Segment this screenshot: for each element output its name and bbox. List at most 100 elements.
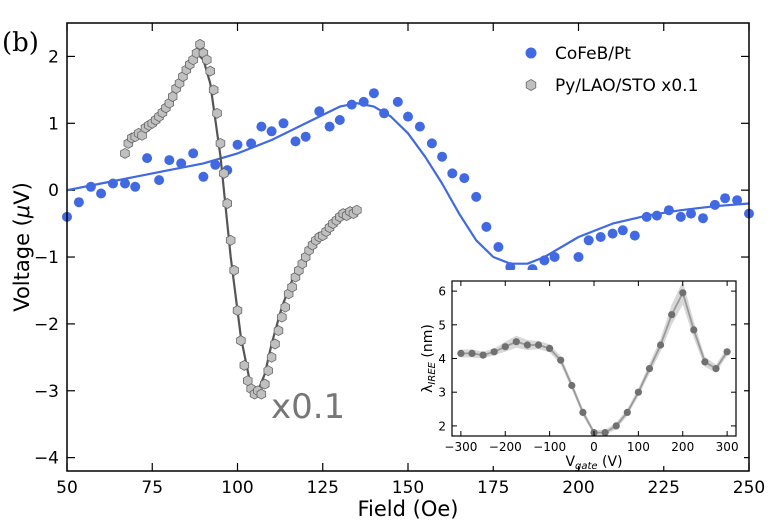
inset-point <box>457 349 465 357</box>
cofeb-pt-point <box>595 232 606 242</box>
cofeb-pt-point <box>198 171 209 182</box>
cofeb-pt-point <box>290 136 301 147</box>
cofeb-pt-point <box>120 178 130 189</box>
py-lao-sto-point <box>256 388 267 400</box>
inset-point <box>657 341 665 349</box>
main-y-tick-label: 2 <box>48 47 59 67</box>
inset-point <box>568 381 576 390</box>
cofeb-pt-point <box>629 230 640 241</box>
cofeb-pt-point <box>709 199 720 210</box>
py-lao-sto-point <box>195 38 205 50</box>
cofeb-pt-point <box>481 221 492 232</box>
main-y-tick-label: 1 <box>48 114 59 134</box>
py-lao-sto-point <box>263 365 273 377</box>
main-x-tick-label: 75 <box>141 478 163 498</box>
inset-point <box>490 348 498 356</box>
inset-point <box>501 343 509 351</box>
inset-point <box>601 429 609 437</box>
legend-py-marker <box>525 79 537 91</box>
cofeb-pt-point <box>663 205 674 216</box>
cofeb-pt-point <box>675 211 686 222</box>
cofeb-pt-point <box>278 118 289 129</box>
py-lao-sto-point <box>202 54 212 66</box>
cofeb-pt-point <box>176 158 187 169</box>
inset-y-label-part: λ <box>420 385 436 393</box>
y-label-part: Voltage ( <box>10 218 34 312</box>
cofeb-pt-point <box>607 228 618 239</box>
cofeb-pt-point <box>493 242 504 252</box>
cofeb-pt-point <box>314 106 325 117</box>
scale-annotation: x0.1 <box>271 387 345 427</box>
py-lao-sto-point <box>266 351 277 363</box>
cofeb-pt-point <box>459 173 470 184</box>
inset-x-tick-label: 100 <box>627 440 650 454</box>
cofeb-pt-point <box>573 252 584 262</box>
cofeb-pt-point <box>437 151 448 162</box>
inset-background <box>414 270 744 466</box>
cofeb-pt-point <box>324 121 335 132</box>
cofeb-pt-point <box>334 115 345 125</box>
py-lao-sto-point <box>236 335 246 347</box>
main-x-tick-label: 175 <box>477 478 509 498</box>
main-frame <box>66 22 750 472</box>
cofeb-pt-point <box>108 178 118 189</box>
main-y-tick-label: −1 <box>34 248 59 268</box>
cofeb-pt-point <box>246 138 257 149</box>
cofeb-pt-point <box>346 99 357 110</box>
cofeb-pt-point <box>732 195 743 206</box>
cofeb-pt-point <box>256 121 267 132</box>
cofeb-pt-point <box>505 262 516 273</box>
cofeb-pt-point <box>210 159 221 170</box>
legend-cofeb-marker <box>525 47 537 59</box>
main-y-tick-label: −4 <box>34 449 59 469</box>
py-lao-sto-point <box>229 264 239 276</box>
cofeb-pt-point <box>300 131 311 142</box>
inset-point <box>690 326 698 334</box>
cofeb-pt-point <box>130 181 141 192</box>
inset-x-tick-label: −300 <box>444 440 477 454</box>
py-lao-sto-point <box>215 137 226 149</box>
legend-cofeb-label: CoFeB/Pt <box>555 44 631 64</box>
cofeb-pt-point <box>232 139 243 150</box>
py-lao-sto-point <box>222 198 233 209</box>
main-x-axis-label: Field (Oe) <box>358 497 459 521</box>
inset-point <box>479 351 487 359</box>
inset-x-axis-label: Vgate (V) <box>565 454 622 472</box>
main-x-tick-label: 125 <box>307 478 339 498</box>
cofeb-pt-point <box>403 111 413 122</box>
inset-y-tick-label: 2 <box>438 419 446 433</box>
cofeb-pt-point <box>447 168 458 179</box>
inset-point <box>679 289 687 297</box>
cofeb-pt-point <box>392 96 403 107</box>
inset-x-tick-label: −200 <box>489 440 522 454</box>
main-y-tick-label: −2 <box>34 315 59 335</box>
inset-point <box>512 338 520 346</box>
y-label-greek: μ <box>10 205 34 219</box>
inset-point <box>557 356 565 364</box>
cofeb-pt-point <box>720 193 731 204</box>
main-y-axis-label: Voltage (μV) <box>10 182 34 312</box>
cofeb-pt-point <box>164 155 175 166</box>
py-lao-sto-point <box>219 167 229 179</box>
y-label-part: V) <box>10 182 34 205</box>
py-lao-sto-point <box>232 305 243 316</box>
inset-x-tick-label: 0 <box>590 440 598 454</box>
cofeb-pt-point <box>73 197 84 208</box>
main-x-tick-label: 50 <box>56 478 78 498</box>
main-x-tick-label: 250 <box>733 478 765 498</box>
inset-point <box>468 349 476 357</box>
inset-point <box>579 408 587 416</box>
py-lao-sto-point <box>287 281 297 293</box>
inset-y-label-part: (nm) <box>420 324 436 362</box>
inset-x-tick-label: 200 <box>671 440 694 454</box>
cofeb-pt-point <box>549 252 560 262</box>
legend-py-label: Py/LAO/STO x0.1 <box>555 76 698 96</box>
panel-label: (b) <box>2 28 39 58</box>
inset-point <box>534 341 543 349</box>
inset-point <box>701 358 709 366</box>
py-lao-sto-point <box>277 311 287 323</box>
cofeb-pt-point <box>358 96 369 107</box>
main-y-tick-label: −3 <box>34 382 59 402</box>
cofeb-pt-point <box>154 175 165 186</box>
